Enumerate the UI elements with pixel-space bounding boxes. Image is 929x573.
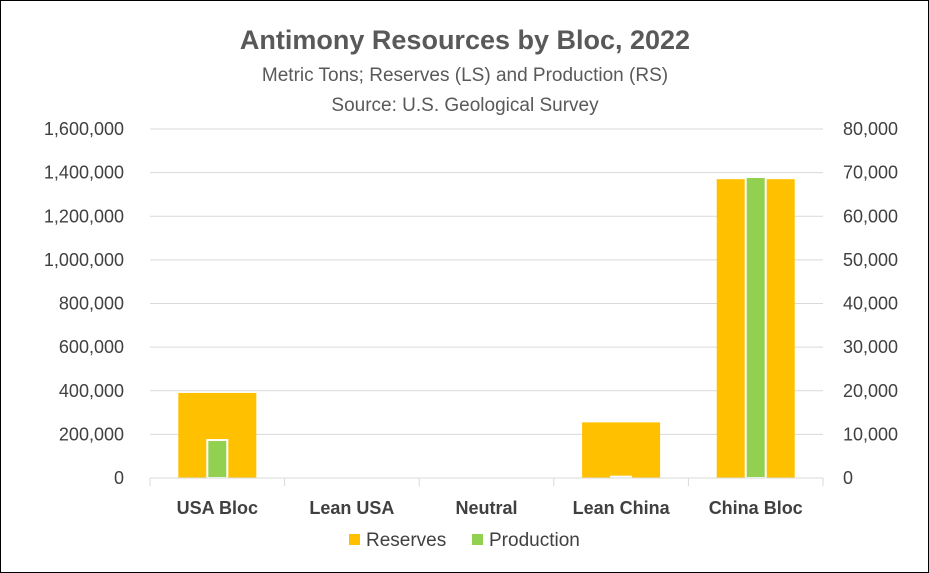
legend-swatch-reserves <box>349 534 360 545</box>
gridlines <box>150 128 823 435</box>
legend-label-production: Production <box>489 530 580 551</box>
chart-title: Antimony Resources by Bloc, 2022 <box>240 25 690 55</box>
left-tick-label: 400,000 <box>59 381 124 401</box>
left-tick-label: 1,600,000 <box>44 119 124 139</box>
x-axis: USA Bloc Lean USA Neutral Lean China China B… <box>149 477 824 518</box>
legend-label-reserves: Reserves <box>366 530 446 551</box>
right-tick-label: 70,000 <box>843 163 898 183</box>
left-tick-label: 600,000 <box>59 337 124 357</box>
left-tick-label: 1,200,000 <box>44 206 124 226</box>
production-bar <box>206 439 229 480</box>
chart-subtitle-line-1: Metric Tons; Reserves (LS) and Productio… <box>262 65 668 86</box>
category-label: Lean China <box>573 498 671 518</box>
right-tick-label: 0 <box>843 468 853 488</box>
legend-swatch-production <box>472 534 483 545</box>
right-tick-label: 40,000 <box>843 294 898 314</box>
right-tick-label: 10,000 <box>843 424 898 444</box>
right-axis: 0 10,000 20,000 30,000 40,000 50,000 60,000 70,… <box>843 119 898 488</box>
bars <box>178 175 795 480</box>
left-tick-label: 200,000 <box>59 424 124 444</box>
left-tick-label: 800,000 <box>59 294 124 314</box>
category-label: USA Bloc <box>177 498 258 518</box>
chart-subtitle-line-2: Source: U.S. Geological Survey <box>331 95 599 116</box>
category-label: Neutral <box>455 498 517 518</box>
right-tick-label: 80,000 <box>843 119 898 139</box>
right-tick-label: 20,000 <box>843 381 898 401</box>
left-tick-label: 0 <box>114 468 124 488</box>
category-label: Lean USA <box>309 498 394 518</box>
right-tick-label: 30,000 <box>843 337 898 357</box>
production-bar <box>744 175 767 480</box>
left-tick-label: 1,400,000 <box>44 163 124 183</box>
category-label: China Bloc <box>709 498 803 518</box>
left-tick-label: 1,000,000 <box>44 250 124 270</box>
right-tick-label: 60,000 <box>843 206 898 226</box>
right-tick-label: 50,000 <box>843 250 898 270</box>
legend: Reserves Production <box>349 530 580 551</box>
left-axis: 0 200,000 400,000 600,000 800,000 1,000,000 1,… <box>44 119 124 488</box>
reserves-bar <box>582 422 661 478</box>
